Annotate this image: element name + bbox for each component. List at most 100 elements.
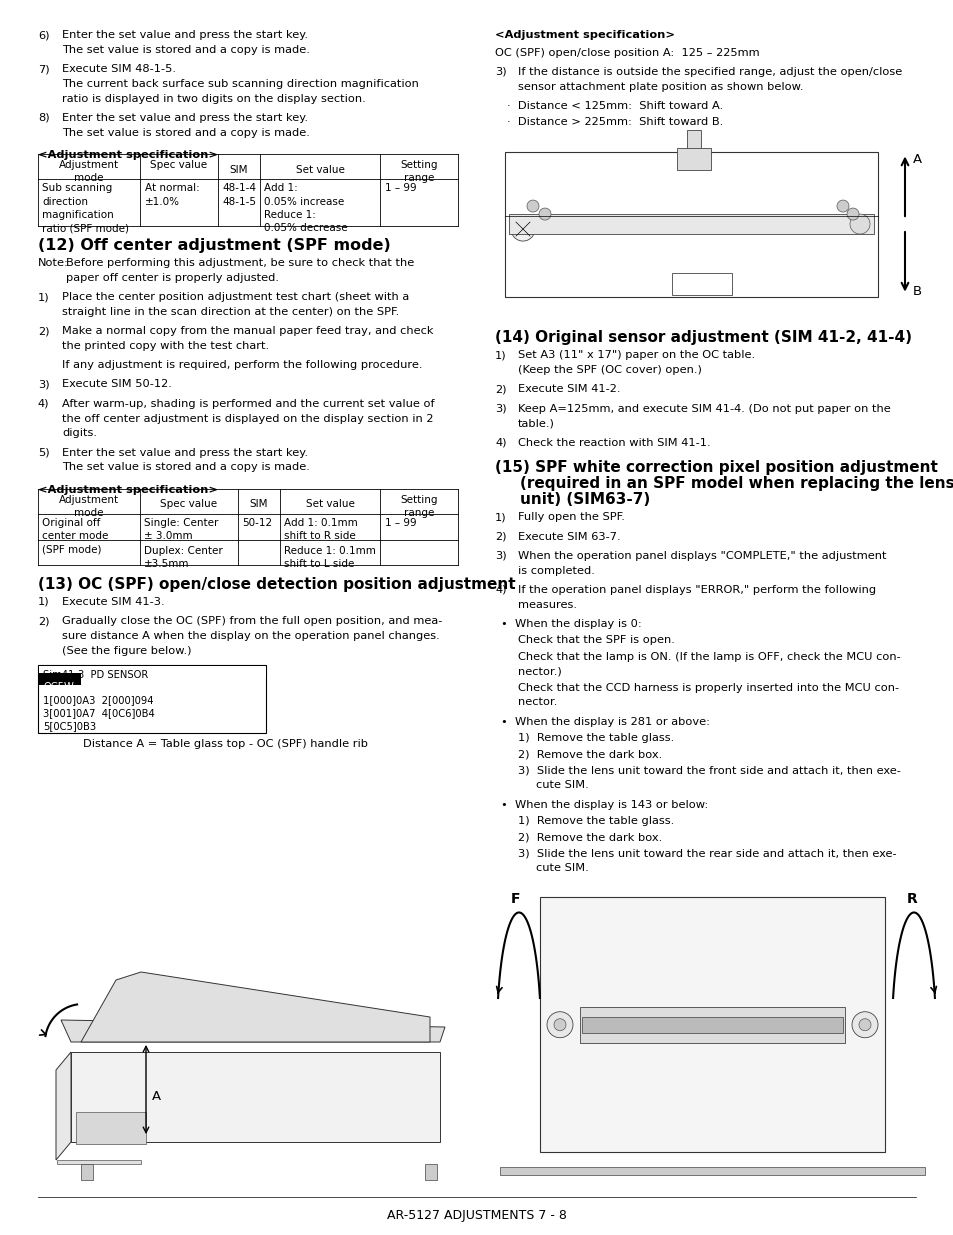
Circle shape bbox=[836, 200, 848, 212]
Text: Spec value: Spec value bbox=[151, 161, 208, 170]
Text: range: range bbox=[403, 173, 434, 183]
Text: ·  Distance > 225mm:  Shift toward B.: · Distance > 225mm: Shift toward B. bbox=[506, 117, 722, 127]
Text: ratio is displayed in two digits on the display section.: ratio is displayed in two digits on the … bbox=[62, 94, 365, 104]
Polygon shape bbox=[81, 972, 430, 1042]
Circle shape bbox=[554, 1019, 565, 1031]
Text: direction: direction bbox=[42, 196, 88, 206]
Text: Place the center position adjustment test chart (sheet with a: Place the center position adjustment tes… bbox=[62, 293, 409, 303]
Text: table.): table.) bbox=[517, 419, 555, 429]
Text: 2): 2) bbox=[38, 326, 50, 336]
Circle shape bbox=[526, 200, 538, 212]
Text: 5): 5) bbox=[38, 447, 50, 458]
Text: Set A3 (11" x 17") paper on the OC table.: Set A3 (11" x 17") paper on the OC table… bbox=[517, 351, 755, 361]
Text: (12) Off center adjustment (SPF mode): (12) Off center adjustment (SPF mode) bbox=[38, 238, 391, 253]
Circle shape bbox=[546, 1011, 573, 1037]
Text: (13) OC (SPF) open/close detection position adjustment: (13) OC (SPF) open/close detection posit… bbox=[38, 577, 515, 592]
Text: <Adjustment specification>: <Adjustment specification> bbox=[38, 484, 218, 494]
Bar bbox=[71, 1052, 439, 1142]
Bar bbox=[676, 147, 710, 169]
Text: Make a normal copy from the manual paper feed tray, and check: Make a normal copy from the manual paper… bbox=[62, 326, 433, 336]
Text: ±1.0%: ±1.0% bbox=[145, 196, 180, 206]
Text: 1[000]0A3  2[000]094: 1[000]0A3 2[000]094 bbox=[43, 695, 153, 705]
Text: Add 1: 0.1mm: Add 1: 0.1mm bbox=[284, 517, 357, 529]
Text: 2)  Remove the dark box.: 2) Remove the dark box. bbox=[517, 750, 661, 760]
Text: Execute SIM 41-2.: Execute SIM 41-2. bbox=[517, 384, 619, 394]
Text: sensor attachment plate position as shown below.: sensor attachment plate position as show… bbox=[517, 82, 802, 91]
Text: Adjustment: Adjustment bbox=[59, 161, 119, 170]
Circle shape bbox=[851, 1011, 877, 1037]
Text: The current back surface sub scanning direction magnification: The current back surface sub scanning di… bbox=[62, 79, 418, 89]
Text: nector.: nector. bbox=[517, 698, 557, 708]
Text: SIM: SIM bbox=[250, 499, 268, 510]
Text: SIM: SIM bbox=[230, 164, 248, 175]
Text: range: range bbox=[403, 508, 434, 517]
Polygon shape bbox=[56, 1052, 71, 1160]
Text: After warm-up, shading is performed and the current set value of: After warm-up, shading is performed and … bbox=[62, 399, 435, 409]
Text: Note:: Note: bbox=[38, 258, 69, 268]
Bar bbox=[38, 666, 265, 678]
Text: 4): 4) bbox=[495, 585, 506, 595]
Text: 1 – 99: 1 – 99 bbox=[385, 183, 416, 194]
Text: 2)  Remove the dark box.: 2) Remove the dark box. bbox=[517, 832, 661, 842]
Text: Set value: Set value bbox=[305, 499, 355, 510]
Text: 1): 1) bbox=[495, 351, 506, 361]
Text: 2): 2) bbox=[495, 532, 506, 542]
Text: 50-12: 50-12 bbox=[242, 517, 272, 529]
Text: Check the reaction with SIM 41-1.: Check the reaction with SIM 41-1. bbox=[517, 437, 710, 448]
Text: Enter the set value and press the start key.: Enter the set value and press the start … bbox=[62, 112, 308, 122]
Text: The set value is stored and a copy is made.: The set value is stored and a copy is ma… bbox=[62, 44, 310, 54]
Text: Distance A = Table glass top - OC (SPF) handle rib: Distance A = Table glass top - OC (SPF) … bbox=[83, 739, 368, 748]
Bar bbox=[38, 673, 80, 685]
Circle shape bbox=[846, 207, 858, 220]
Text: 1)  Remove the table glass.: 1) Remove the table glass. bbox=[517, 816, 674, 826]
Text: 2): 2) bbox=[495, 384, 506, 394]
Text: 3): 3) bbox=[495, 404, 506, 414]
Text: Enter the set value and press the start key.: Enter the set value and press the start … bbox=[62, 30, 308, 40]
Text: the printed copy with the test chart.: the printed copy with the test chart. bbox=[62, 341, 269, 351]
Text: 1 – 99: 1 – 99 bbox=[385, 517, 416, 529]
Bar bbox=[504, 152, 877, 296]
Bar bbox=[579, 1007, 844, 1042]
Text: A: A bbox=[912, 153, 922, 165]
Text: 3): 3) bbox=[495, 551, 506, 561]
Text: magnification: magnification bbox=[42, 210, 113, 220]
Text: Check that the CCD harness is properly inserted into the MCU con-: Check that the CCD harness is properly i… bbox=[517, 683, 898, 693]
Text: Sub scanning: Sub scanning bbox=[42, 183, 112, 194]
Text: (SPF mode): (SPF mode) bbox=[42, 545, 101, 555]
Text: nector.): nector.) bbox=[517, 667, 561, 677]
Text: shift to R side: shift to R side bbox=[284, 531, 355, 541]
Text: sure distance A when the display on the operation panel changes.: sure distance A when the display on the … bbox=[62, 631, 439, 641]
Text: Setting: Setting bbox=[400, 495, 437, 505]
Text: Fully open the SPF.: Fully open the SPF. bbox=[517, 513, 624, 522]
Text: 7): 7) bbox=[38, 64, 50, 74]
Text: Original off: Original off bbox=[42, 517, 100, 529]
Text: If the operation panel displays "ERROR," perform the following: If the operation panel displays "ERROR,"… bbox=[517, 585, 875, 595]
Text: When the operation panel displays "COMPLETE," the adjustment: When the operation panel displays "COMPL… bbox=[517, 551, 885, 561]
Text: (14) Original sensor adjustment (SIM 41-2, 41-4): (14) Original sensor adjustment (SIM 41-… bbox=[495, 331, 911, 346]
Text: •  When the display is 143 or below:: • When the display is 143 or below: bbox=[500, 799, 707, 810]
Text: Reduce 1:: Reduce 1: bbox=[264, 210, 315, 220]
Bar bbox=[581, 1016, 842, 1032]
Text: 1): 1) bbox=[38, 597, 50, 606]
Text: measures.: measures. bbox=[517, 600, 577, 610]
Text: Duplex: Center: Duplex: Center bbox=[144, 546, 222, 556]
Text: <Adjustment specification>: <Adjustment specification> bbox=[495, 30, 675, 40]
Text: Spec value: Spec value bbox=[160, 499, 217, 510]
Text: The set value is stored and a copy is made.: The set value is stored and a copy is ma… bbox=[62, 127, 310, 137]
Text: AR-5127 ADJUSTMENTS 7 - 8: AR-5127 ADJUSTMENTS 7 - 8 bbox=[387, 1209, 566, 1221]
Text: 0.05% decrease: 0.05% decrease bbox=[264, 224, 347, 233]
Text: Set value: Set value bbox=[295, 164, 344, 175]
Text: •  When the display is 0:: • When the display is 0: bbox=[500, 619, 641, 629]
Text: Add 1:: Add 1: bbox=[264, 183, 297, 194]
Text: 3): 3) bbox=[495, 67, 506, 77]
Text: 6): 6) bbox=[38, 30, 50, 40]
Bar bbox=[424, 1165, 436, 1179]
Circle shape bbox=[849, 214, 869, 235]
Text: 4): 4) bbox=[495, 437, 506, 448]
Bar bbox=[686, 130, 700, 157]
Text: A: A bbox=[152, 1089, 161, 1103]
Text: 5[0C5]0B3: 5[0C5]0B3 bbox=[43, 721, 96, 731]
Text: (Keep the SPF (OC cover) open.): (Keep the SPF (OC cover) open.) bbox=[517, 366, 701, 375]
Text: 3)  Slide the lens unit toward the rear side and attach it, then exe-: 3) Slide the lens unit toward the rear s… bbox=[517, 848, 896, 858]
Text: center mode: center mode bbox=[42, 531, 109, 541]
